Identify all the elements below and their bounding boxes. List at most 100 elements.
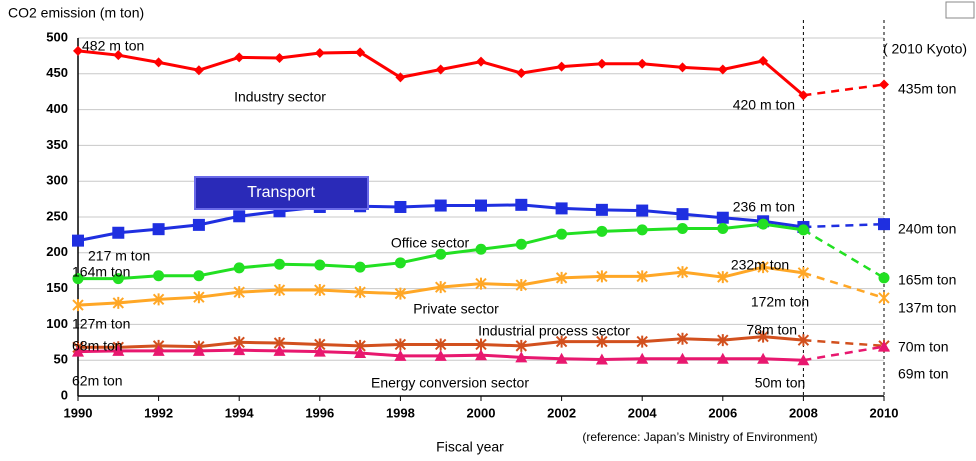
marker	[596, 58, 607, 69]
marker	[555, 202, 568, 215]
marker	[274, 258, 285, 270]
marker	[676, 208, 689, 221]
marker	[233, 262, 245, 274]
marker	[112, 226, 125, 239]
x-tick-label: 2006	[708, 405, 737, 420]
marker	[878, 291, 890, 304]
marker	[878, 272, 890, 284]
marker	[797, 266, 810, 279]
y-tick-label: 200	[46, 244, 68, 259]
annotation: 172m ton	[751, 294, 809, 310]
marker	[717, 334, 729, 347]
annotation: 69m ton	[898, 366, 949, 382]
marker	[716, 211, 729, 224]
series-label: Industrial process sector	[478, 323, 630, 339]
marker	[758, 55, 769, 66]
marker	[233, 286, 245, 299]
x-tick-label: 2004	[628, 405, 658, 420]
marker	[476, 56, 486, 67]
marker	[798, 90, 809, 101]
marker	[435, 248, 447, 260]
corner-icon	[945, 1, 975, 19]
marker	[797, 224, 809, 236]
y-tick-label: 150	[46, 280, 68, 295]
marker	[152, 344, 165, 356]
projection-line	[803, 345, 885, 362]
annotation: 232m ton	[731, 257, 789, 273]
marker	[797, 334, 810, 347]
y-tick-label: 500	[46, 29, 68, 44]
annotation: ( 2010 Kyoto)	[883, 41, 967, 57]
marker	[475, 199, 487, 212]
marker	[274, 53, 285, 64]
marker	[515, 279, 528, 292]
y-tick-label: 450	[46, 65, 68, 80]
marker	[434, 199, 447, 212]
x-tick-label: 1996	[305, 405, 334, 420]
marker	[72, 299, 84, 312]
marker	[435, 64, 446, 75]
marker	[515, 238, 527, 250]
marker	[394, 349, 407, 361]
marker	[72, 273, 84, 285]
y-tick-label: 50	[54, 352, 68, 367]
marker	[677, 62, 688, 73]
marker	[73, 45, 83, 56]
series-label: Transport	[247, 184, 315, 201]
marker	[878, 218, 890, 231]
marker	[72, 234, 84, 247]
projection-line	[802, 228, 885, 279]
marker	[636, 204, 649, 217]
marker	[757, 330, 769, 343]
marker	[112, 344, 125, 356]
marker	[434, 349, 447, 361]
marker	[233, 344, 246, 356]
annotation: 435m ton	[898, 81, 956, 97]
projection-line	[803, 271, 885, 300]
annotation: 165m ton	[898, 272, 956, 288]
marker	[113, 50, 124, 61]
series-label: Industry sector	[234, 89, 326, 105]
marker	[556, 228, 568, 240]
annotation: 236 m ton	[733, 199, 795, 215]
marker	[234, 52, 245, 63]
marker	[717, 271, 729, 284]
y-tick-label: 0	[61, 387, 68, 402]
x-axis-label: Fiscal year	[436, 439, 504, 455]
marker	[516, 68, 527, 79]
series-label: Energy conversion sector	[371, 375, 529, 391]
marker	[475, 243, 487, 255]
marker	[676, 352, 689, 364]
marker	[273, 344, 286, 356]
annotation: 78m ton	[746, 322, 797, 338]
marker	[879, 79, 889, 90]
marker	[636, 352, 649, 364]
marker	[192, 218, 205, 231]
marker	[434, 338, 447, 351]
marker	[152, 293, 165, 306]
annotation: 137m ton	[898, 300, 956, 316]
annotation: 68m ton	[72, 338, 123, 354]
annotation: 70m ton	[898, 339, 949, 355]
projection-line	[803, 338, 885, 348]
marker	[394, 287, 407, 300]
x-tick-label: 1990	[64, 405, 93, 420]
marker	[797, 354, 810, 366]
annotation: 240m ton	[898, 221, 956, 237]
annotation: 217 m ton	[88, 248, 150, 264]
series-label: Office sector	[391, 235, 470, 251]
annotation: 50m ton	[755, 375, 806, 391]
marker	[313, 345, 326, 357]
x-tick-label: 1992	[144, 405, 173, 420]
marker	[153, 270, 165, 282]
y-tick-label: 400	[46, 101, 68, 116]
marker	[152, 223, 165, 236]
marker	[636, 224, 648, 236]
marker	[434, 281, 447, 294]
marker	[394, 257, 406, 269]
marker	[193, 65, 204, 76]
marker	[192, 344, 205, 356]
x-tick-label: 2000	[467, 405, 496, 420]
marker	[637, 58, 648, 69]
marker	[515, 351, 528, 363]
